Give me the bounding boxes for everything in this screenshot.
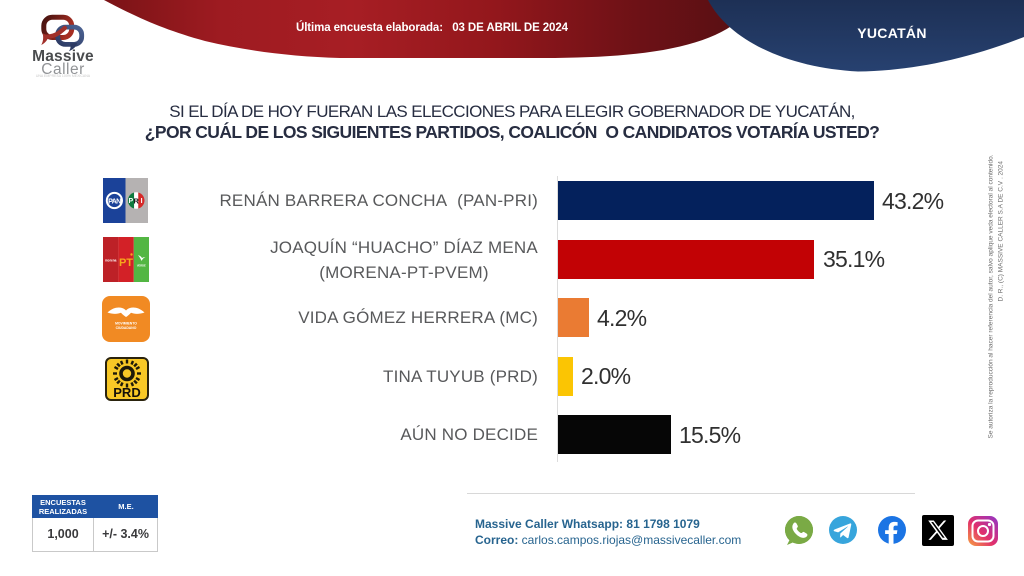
svg-text:I: I (141, 198, 143, 205)
svg-text:PT: PT (119, 257, 133, 269)
svg-text:CIUDADANO: CIUDADANO (116, 326, 137, 330)
svg-text:R: R (133, 196, 139, 205)
svg-text:morena: morena (105, 259, 117, 263)
svg-text:PRD: PRD (113, 385, 140, 400)
svg-text:MOVIMIENTO: MOVIMIENTO (115, 322, 137, 326)
svg-text:P: P (128, 198, 133, 205)
svg-text:VERDE: VERDE (137, 264, 146, 268)
svg-text:PAN: PAN (108, 196, 121, 205)
